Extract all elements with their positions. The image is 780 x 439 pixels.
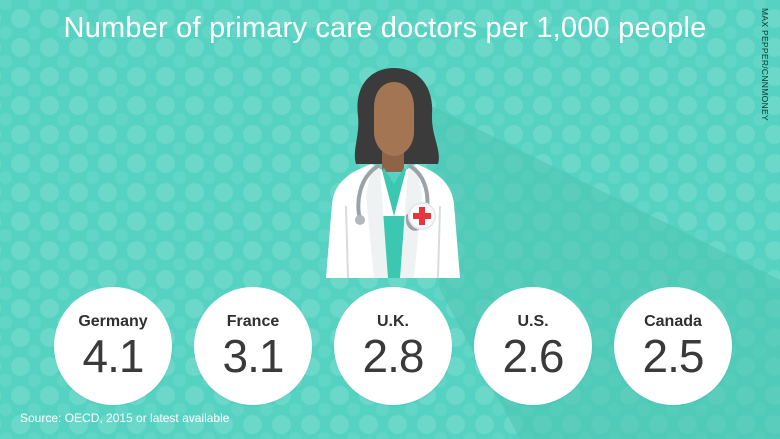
- country-circle: Canada 2.5: [614, 287, 732, 405]
- country-circle: U.K. 2.8: [334, 287, 452, 405]
- country-circle: U.S. 2.6: [474, 287, 592, 405]
- country-label: U.K.: [377, 313, 409, 330]
- data-label: 3.1: [222, 330, 285, 382]
- country-label: Canada: [644, 313, 702, 330]
- country-circle: Germany 4.1: [54, 287, 172, 405]
- doctor-illustration: [326, 68, 460, 278]
- red-cross-icon: [408, 202, 436, 230]
- country-circle: France 3.1: [194, 287, 312, 405]
- data-label: 2.8: [362, 330, 425, 382]
- data-label: 4.1: [82, 330, 145, 382]
- country-label: Germany: [78, 313, 148, 330]
- chart-title: Number of primary care doctors per 1,000…: [63, 12, 707, 44]
- data-label: 2.5: [642, 330, 705, 382]
- data-label: 2.6: [502, 330, 565, 382]
- country-label: France: [226, 313, 280, 330]
- country-label: U.S.: [517, 313, 549, 330]
- source-note: Source: OECD, 2015 or latest available: [20, 411, 230, 425]
